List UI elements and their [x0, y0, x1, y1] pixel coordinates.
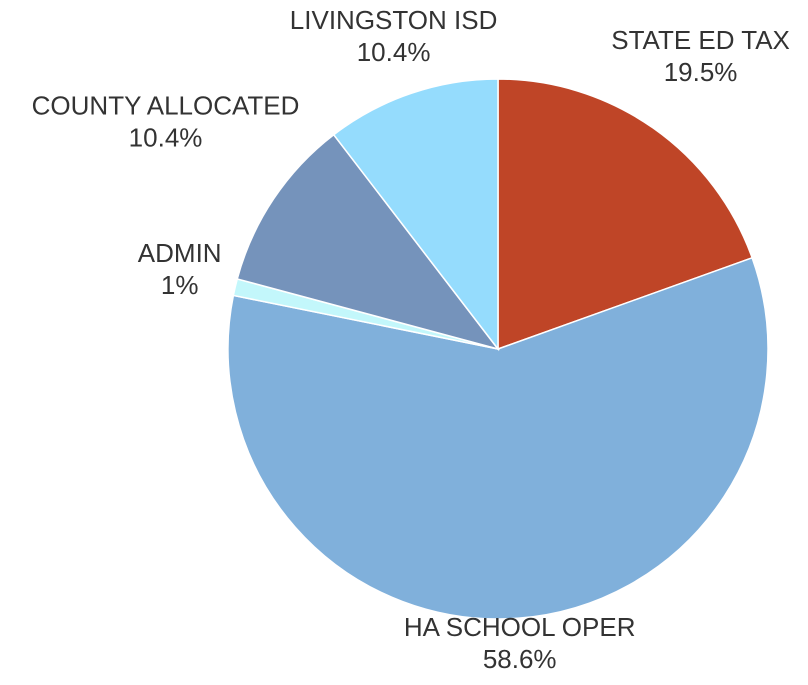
slice-name: STATE ED TAX — [611, 25, 790, 55]
slice-value: 58.6% — [483, 644, 557, 674]
slice-value: 19.5% — [664, 57, 738, 87]
slice-label: STATE ED TAX 19.5% — [611, 25, 790, 87]
slice-name: LIVINGSTON ISD — [290, 5, 498, 35]
pie-slice — [497, 78, 754, 351]
pie-slice — [236, 133, 500, 351]
slice-label: HA SCHOOL OPER 58.6% — [404, 612, 636, 674]
slice-value: 1% — [161, 270, 199, 300]
slice-name: HA SCHOOL OPER — [404, 612, 636, 642]
slice-label: LIVINGSTON ISD 10.4% — [290, 5, 498, 67]
pie-slice — [332, 78, 499, 352]
slice-value: 10.4% — [357, 37, 431, 67]
slice-label: COUNTY ALLOCATED 10.4% — [32, 91, 300, 153]
pie-slice — [227, 256, 769, 620]
slice-value: 10.4% — [129, 123, 203, 153]
slice-name: ADMIN — [138, 238, 222, 268]
slice-label: ADMIN 1% — [138, 238, 222, 300]
slice-name: COUNTY ALLOCATED — [32, 91, 300, 121]
